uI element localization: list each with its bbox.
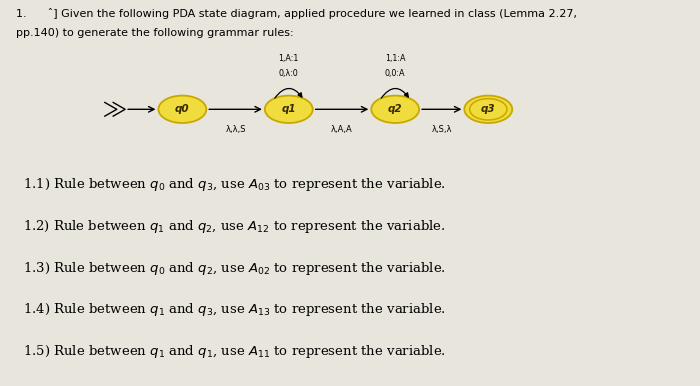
Text: 1.4) Rule between $q_1$ and $q_3$, use $A_{13}$ to represent the variable.: 1.4) Rule between $q_1$ and $q_3$, use $…	[22, 301, 446, 318]
Circle shape	[265, 96, 313, 123]
Text: 0,0:A: 0,0:A	[385, 69, 405, 78]
Text: λ,A,A: λ,A,A	[331, 125, 353, 134]
Text: 1.2) Rule between $q_1$ and $q_2$, use $A_{12}$ to represent the variable.: 1.2) Rule between $q_1$ and $q_2$, use $…	[22, 218, 445, 235]
FancyArrowPatch shape	[275, 88, 302, 98]
Text: q3: q3	[481, 104, 496, 114]
FancyArrowPatch shape	[382, 88, 408, 98]
Circle shape	[158, 96, 206, 123]
Text: q2: q2	[388, 104, 402, 114]
Text: q1: q1	[281, 104, 296, 114]
Text: 1.3) Rule between $q_0$ and $q_2$, use $A_{02}$ to represent the variable.: 1.3) Rule between $q_0$ and $q_2$, use $…	[22, 259, 446, 277]
Text: 1.1) Rule between $q_0$ and $q_3$, use $A_{03}$ to represent the variable.: 1.1) Rule between $q_0$ and $q_3$, use $…	[22, 176, 446, 193]
Text: λ,λ,S: λ,λ,S	[225, 125, 246, 134]
Text: 1.5) Rule between $q_1$ and $q_1$, use $A_{11}$ to represent the variable.: 1.5) Rule between $q_1$ and $q_1$, use $…	[22, 343, 446, 360]
Circle shape	[464, 96, 512, 123]
Text: 1,A:1: 1,A:1	[279, 54, 299, 63]
Text: pp.140) to generate the following grammar rules:: pp.140) to generate the following gramma…	[16, 27, 294, 37]
Text: 1.      ˆ] Given the following PDA state diagram, applied procedure we learned i: 1. ˆ] Given the following PDA state diag…	[16, 8, 577, 19]
Text: 0,λ:0: 0,λ:0	[279, 69, 299, 78]
Text: q0: q0	[175, 104, 190, 114]
Text: 1,1:A: 1,1:A	[385, 54, 405, 63]
Circle shape	[371, 96, 419, 123]
Text: λ,S,λ: λ,S,λ	[431, 125, 452, 134]
